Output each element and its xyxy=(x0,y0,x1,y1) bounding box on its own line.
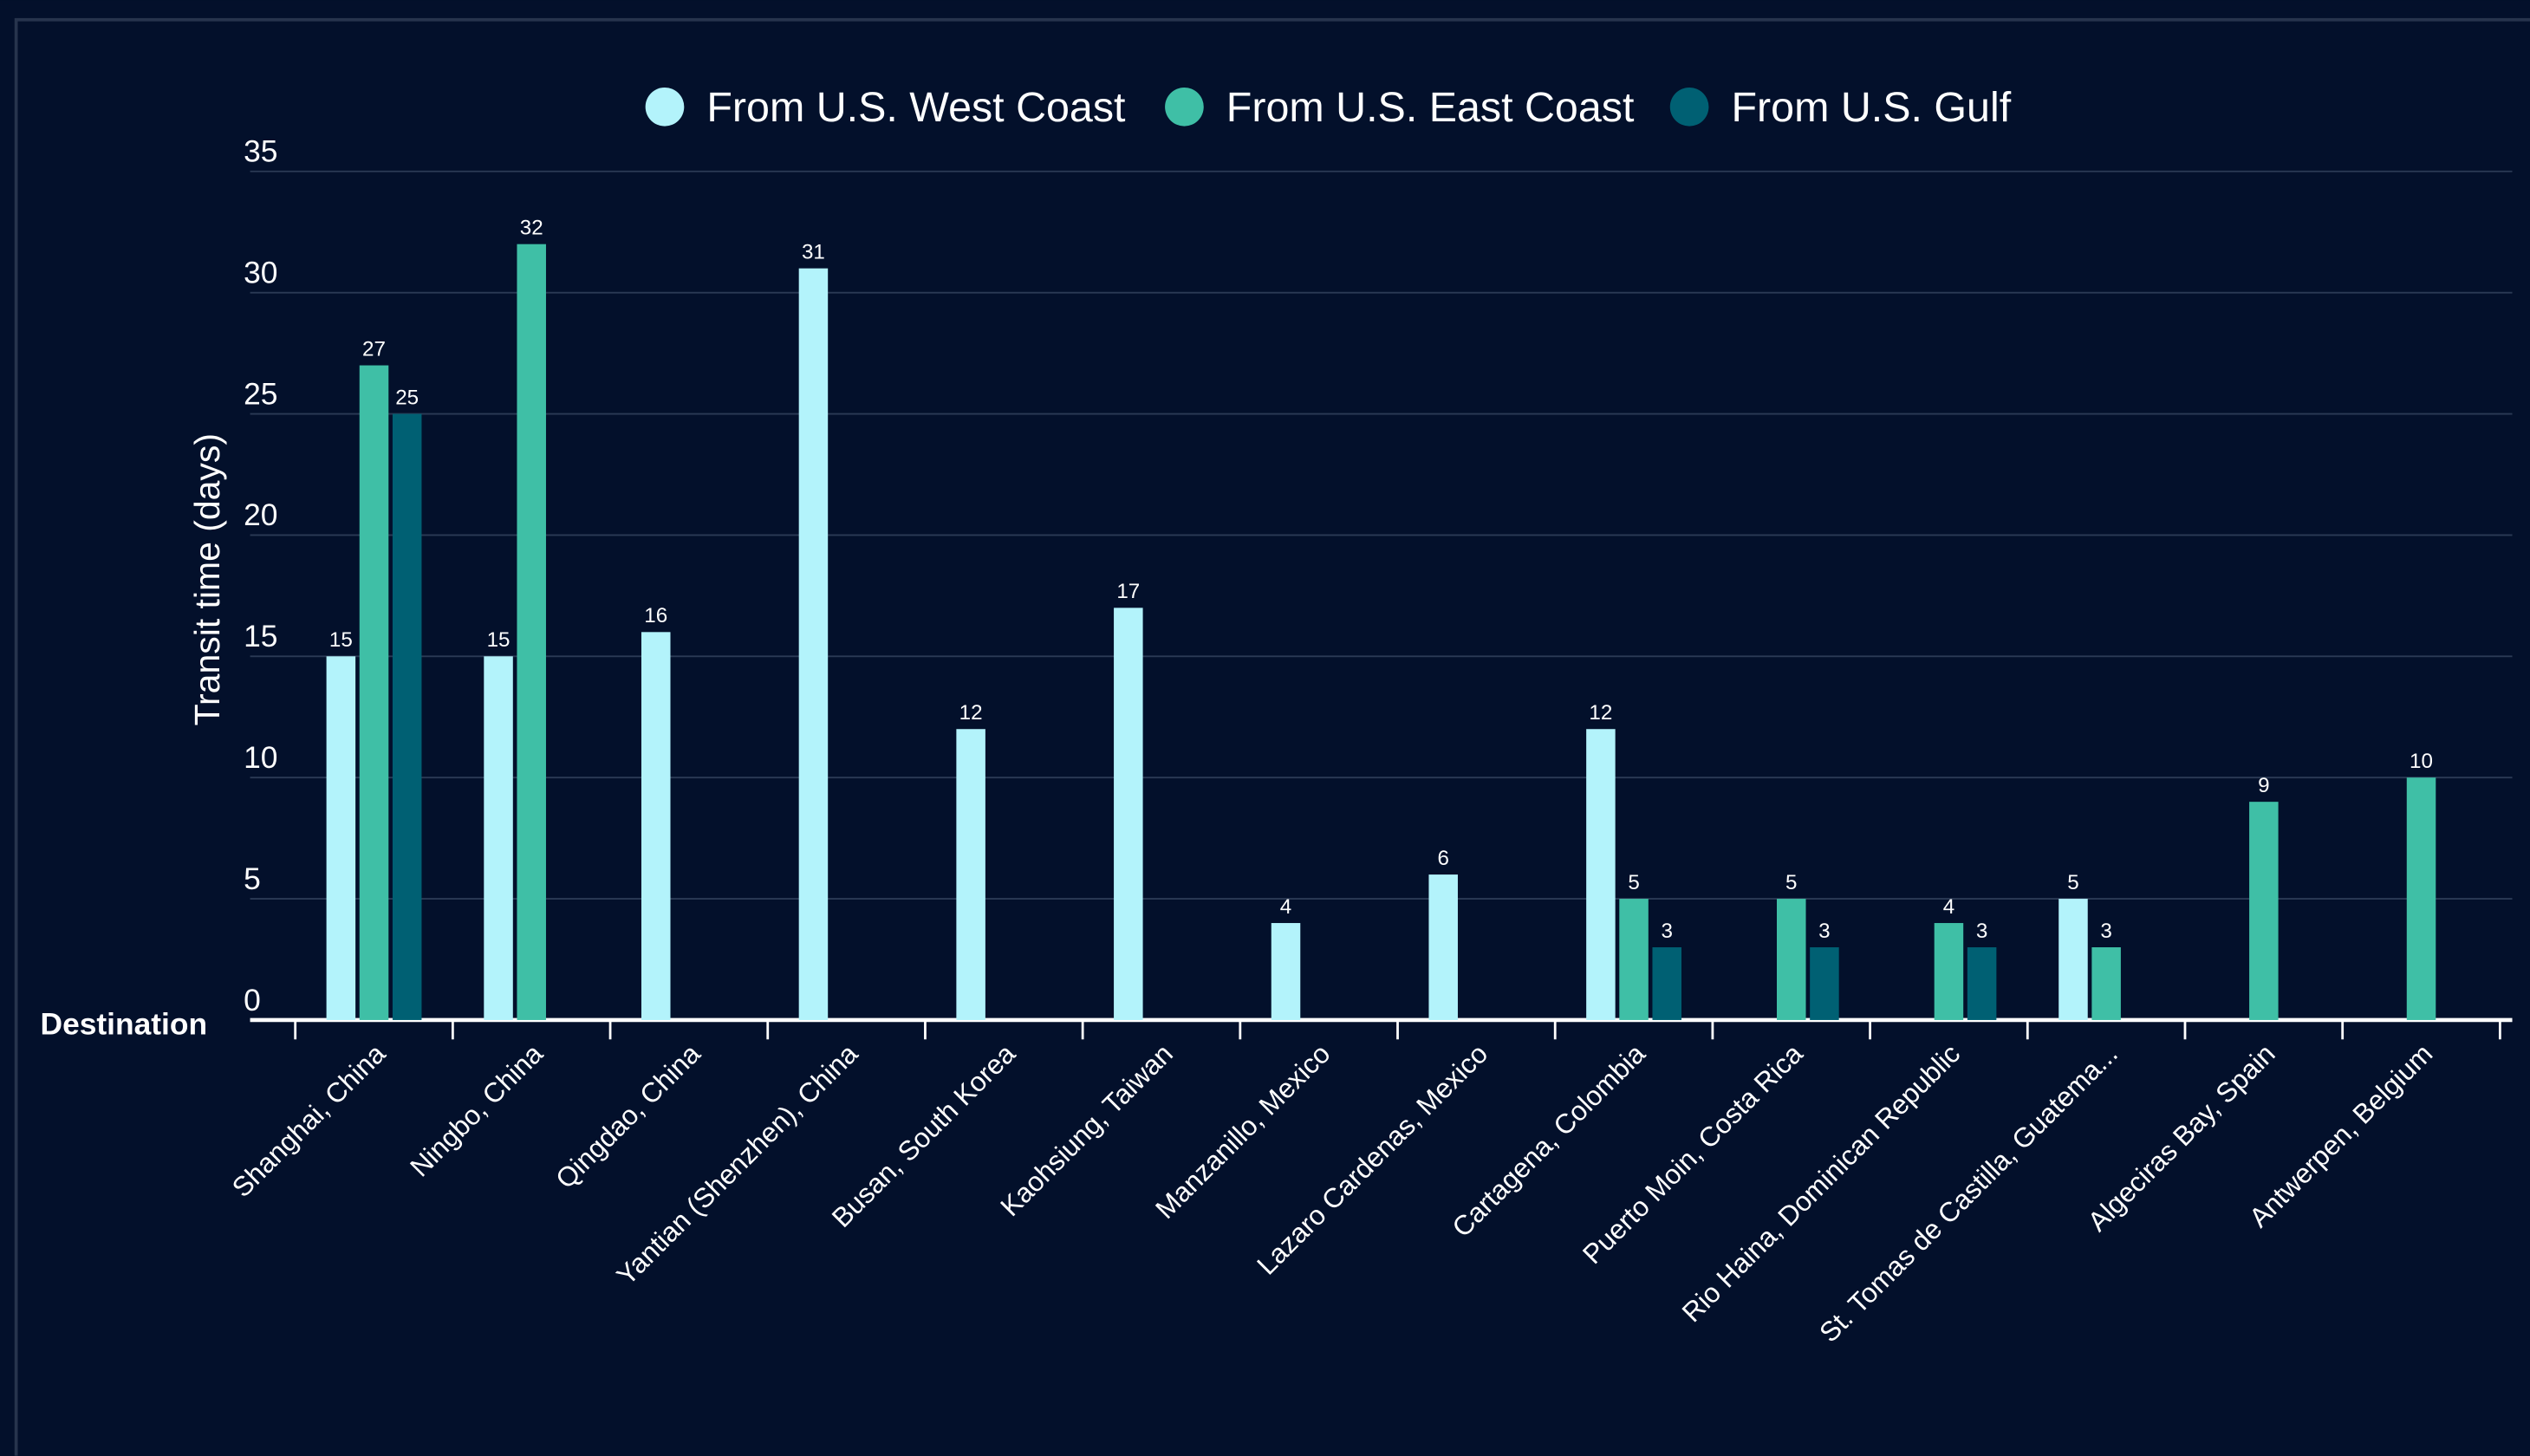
value-label: 4 xyxy=(1943,895,1954,919)
value-label: 3 xyxy=(1818,920,1830,943)
y-tick-label: 10 xyxy=(244,741,277,775)
y-tick-label: 30 xyxy=(244,256,277,289)
frame xyxy=(14,17,2530,1456)
bar xyxy=(326,656,356,1020)
bar xyxy=(2091,947,2121,1020)
y-tick-label: 20 xyxy=(244,498,277,532)
bar xyxy=(956,729,985,1020)
y-axis-title: Transit time (days) xyxy=(187,433,227,725)
value-label: 5 xyxy=(2067,871,2078,894)
value-label: 15 xyxy=(329,628,353,652)
bar xyxy=(1114,608,1143,1020)
bar xyxy=(641,632,671,1020)
value-label: 9 xyxy=(2258,774,2269,797)
value-label: 3 xyxy=(1976,920,1987,943)
bar xyxy=(2406,777,2436,1020)
bar xyxy=(1428,874,1458,1020)
legend-marker xyxy=(1669,87,1709,127)
legend-marker xyxy=(1165,87,1204,127)
bar xyxy=(1619,899,1649,1020)
value-label: 5 xyxy=(1628,871,1639,894)
y-tick-label: 15 xyxy=(244,620,277,653)
value-label: 17 xyxy=(1116,580,1140,603)
legend-label: From U.S. Gulf xyxy=(1732,84,2012,131)
bar xyxy=(798,268,829,1020)
y-tick-label: 35 xyxy=(244,135,277,169)
value-label: 3 xyxy=(1661,920,1672,943)
bar xyxy=(1586,729,1616,1020)
bar xyxy=(1777,899,1806,1020)
bar xyxy=(1934,923,1964,1020)
bar xyxy=(1271,923,1301,1020)
bar xyxy=(2058,899,2088,1020)
bar xyxy=(359,365,389,1020)
x-axis-title: Destination xyxy=(41,1008,208,1042)
value-label: 16 xyxy=(644,604,667,627)
y-tick-label: 5 xyxy=(244,862,261,896)
bar xyxy=(484,656,513,1020)
value-label: 3 xyxy=(2100,920,2111,943)
bar xyxy=(517,244,546,1020)
bar xyxy=(2249,802,2279,1020)
value-label: 10 xyxy=(2410,750,2433,773)
value-label: 25 xyxy=(395,386,419,409)
y-tick-label: 0 xyxy=(244,984,261,1017)
bar xyxy=(1967,947,1997,1020)
bar xyxy=(1652,947,1681,1020)
value-label: 5 xyxy=(1785,871,1797,894)
value-label: 6 xyxy=(1437,847,1448,870)
legend-label: From U.S. West Coast xyxy=(706,84,1126,131)
value-label: 12 xyxy=(1589,701,1612,725)
bar xyxy=(1810,947,1839,1020)
value-label: 15 xyxy=(487,628,511,652)
legend-marker xyxy=(645,87,685,127)
y-tick-label: 25 xyxy=(244,377,277,411)
value-label: 12 xyxy=(959,701,983,725)
legend-label: From U.S. East Coast xyxy=(1226,84,1635,131)
bar xyxy=(392,413,422,1020)
value-label: 4 xyxy=(1280,895,1291,919)
value-label: 31 xyxy=(802,240,825,263)
value-label: 32 xyxy=(520,217,543,240)
value-label: 27 xyxy=(362,337,386,361)
